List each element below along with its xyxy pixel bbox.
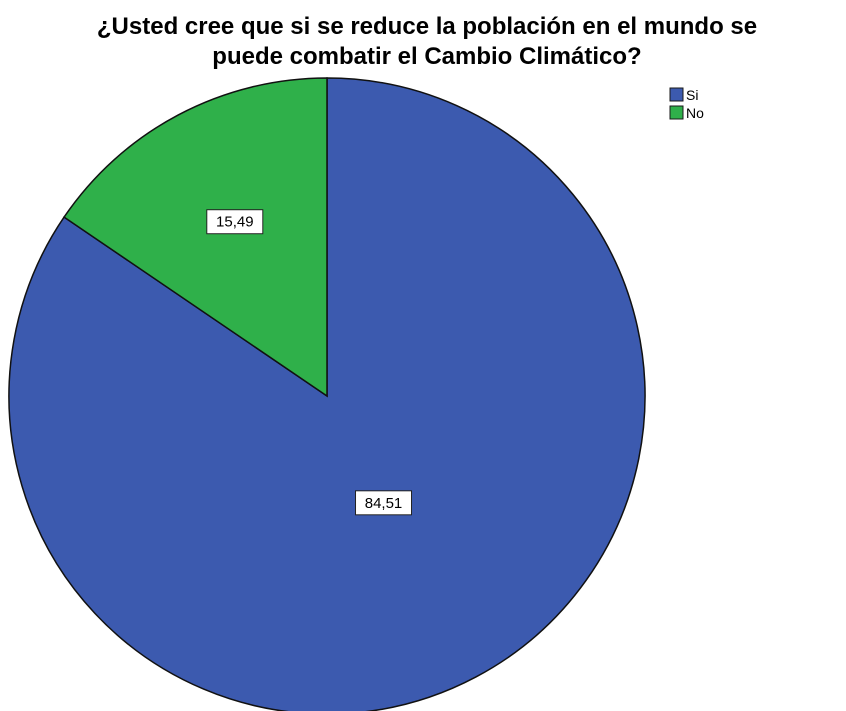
- legend-label-no: No: [686, 105, 704, 121]
- chart-title-line-2: puede combatir el Cambio Climático?: [212, 43, 641, 70]
- legend-item-no: No: [670, 105, 704, 121]
- legend-swatch-si: [670, 88, 683, 101]
- data-label-text-si: 84,51: [365, 495, 403, 512]
- pie-slices: [9, 78, 645, 711]
- chart-title-line-1: ¿Usted cree que si se reduce la població…: [97, 13, 757, 40]
- legend: Si No: [670, 87, 704, 121]
- legend-label-si: Si: [686, 87, 698, 103]
- legend-swatch-no: [670, 106, 683, 119]
- data-label-text-no: 15,49: [216, 214, 254, 231]
- legend-item-si: Si: [670, 87, 698, 103]
- data-label-no: 15,49: [207, 210, 263, 234]
- data-label-si: 84,51: [356, 491, 412, 515]
